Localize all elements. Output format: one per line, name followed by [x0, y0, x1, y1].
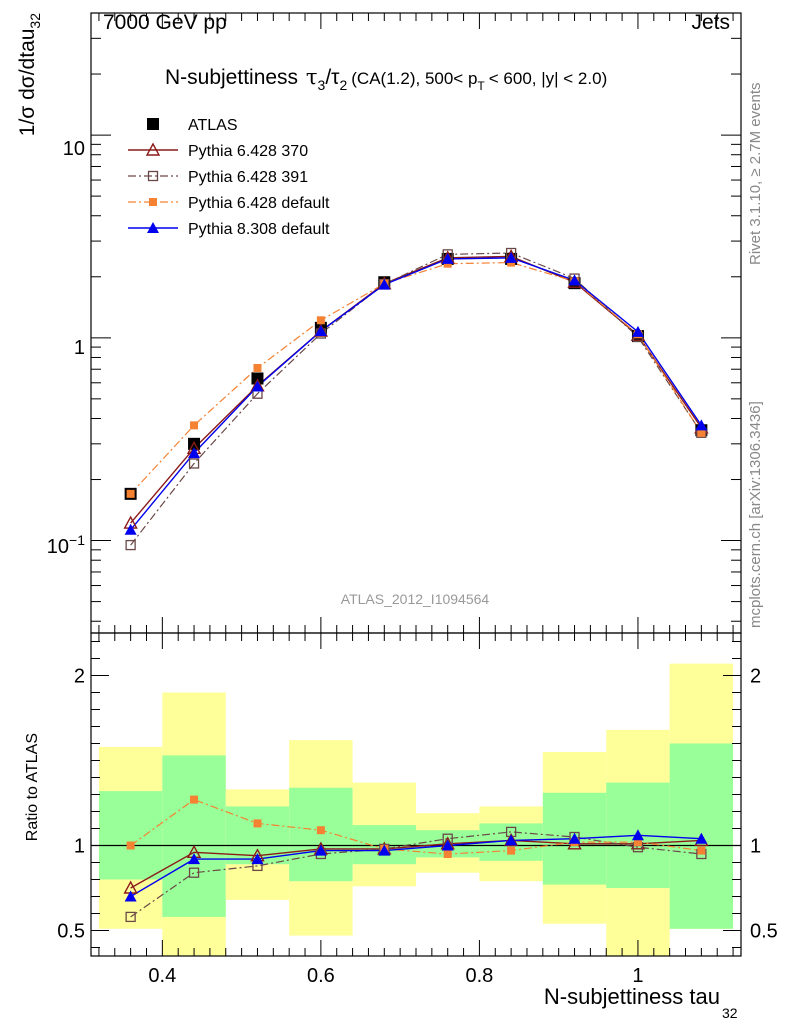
- p8def-marker: [695, 419, 708, 431]
- header-category: Jets: [691, 11, 730, 34]
- analysis-watermark: ATLAS_2012_I1094564: [341, 591, 490, 607]
- p391-marker: [125, 539, 136, 551]
- p8def-marker: [378, 278, 391, 290]
- main-y-axis-label: 1/σ dσ/dtau32: [16, 13, 43, 136]
- p6def-marker: [253, 819, 262, 828]
- p6def-marker: [633, 838, 642, 847]
- p8def-marker: [695, 832, 708, 844]
- p6def-marker: [253, 363, 262, 372]
- p6def-line: [130, 261, 702, 495]
- rivet-info: Rivet 3.1.10, ≥ 2.7M events: [747, 83, 764, 266]
- p8def-marker: [441, 839, 454, 851]
- legend-label-p8def: Pythia 8.308 default: [188, 221, 330, 238]
- p6def-marker: [697, 846, 706, 855]
- p8def-marker: [314, 844, 327, 856]
- p6def-line: [130, 798, 702, 855]
- p8def-marker: [505, 834, 518, 846]
- x-axis-label: N-subjettiness tau: [544, 984, 720, 1009]
- p8def-marker: [124, 890, 137, 902]
- band-inner-bin: [289, 787, 353, 882]
- uncertainty-bands: [98, 663, 734, 956]
- p6def-marker: [316, 316, 325, 325]
- y-tick-label-0p1: 10−1: [47, 532, 85, 558]
- x-tick-labels: 0.4 0.6 0.8 1: [148, 965, 643, 987]
- x-tick-label: 1: [632, 965, 643, 987]
- atlas-marker: [147, 118, 159, 130]
- band-inner-bin: [98, 791, 163, 880]
- p391-marker: [188, 458, 200, 469]
- main-plot-frame: [90, 12, 742, 634]
- legend: ATLAS Pythia 6.428 370 Pythia 6.428 391 Pyt…: [128, 117, 330, 238]
- p391-marker: [188, 867, 200, 878]
- axis-ticks: [91, 12, 741, 956]
- p391-marker: [125, 911, 136, 923]
- p8def-marker: [314, 325, 327, 337]
- p6def-marker: [149, 198, 157, 206]
- p8def-marker: [124, 523, 137, 535]
- p8def-marker: [631, 325, 644, 337]
- p8def-marker: [251, 380, 264, 392]
- p391-marker: [147, 170, 159, 182]
- mcplots-info: mcplots.cern.ch [arXiv:1306.3436]: [747, 401, 764, 628]
- ratio-y-tick-label: 1: [74, 836, 85, 858]
- p370-marker: [145, 142, 161, 156]
- p6def-marker: [316, 826, 325, 835]
- p8def-marker: [441, 252, 454, 264]
- p8def-line: [130, 257, 702, 531]
- p8def-line: [130, 834, 702, 898]
- y-tick-label-1: 1: [74, 337, 85, 359]
- plot-title: N-subjettiness τ3/τ2 (CA(1.2), 500< pT < 6…: [165, 65, 607, 93]
- p6def-marker: [190, 421, 199, 430]
- ratio-y-axis-label: Ratio to ATLAS: [24, 733, 41, 841]
- p8def-marker: [188, 853, 201, 865]
- legend-label-atlas: ATLAS: [188, 117, 238, 134]
- p6def-marker: [126, 489, 135, 498]
- p8def-marker: [568, 274, 581, 286]
- p6def-marker: [507, 846, 516, 855]
- p8def-marker: [378, 844, 391, 856]
- main-series: [123, 247, 709, 551]
- y-tick-label-10: 10: [63, 138, 85, 160]
- ratio-y-tick-label: 0.5: [57, 921, 85, 943]
- ratio-tick-labels: 0.5 0.5 1 1 2 2: [57, 666, 778, 943]
- band-inner-bin: [162, 755, 226, 917]
- p8def-marker: [631, 829, 644, 841]
- header-energy: 7000 GeV pp: [103, 11, 227, 34]
- x-tick-label: 0.4: [148, 965, 176, 987]
- legend-label-p391: Pythia 6.428 391: [188, 169, 308, 186]
- p391-line: [130, 252, 702, 546]
- p8def-marker: [251, 853, 264, 865]
- p8def-marker: [147, 222, 159, 233]
- x-axis-label-sub: 32: [722, 1005, 738, 1021]
- p8def-marker: [188, 447, 201, 459]
- legend-label-p370: Pythia 6.428 370: [188, 143, 308, 160]
- legend-label-p6def: Pythia 6.428 default: [188, 195, 330, 212]
- p6def-marker: [697, 428, 706, 437]
- ratio-series: [123, 795, 709, 923]
- ratio-y-tick-label: 2: [74, 666, 85, 688]
- p6def-marker: [190, 795, 199, 804]
- ratio-y-tick-label-right: 2: [750, 666, 761, 688]
- p6def-marker: [126, 841, 135, 850]
- p8def-marker: [568, 832, 581, 844]
- p370-line: [130, 255, 702, 524]
- ratio-y-tick-label-right: 1: [750, 836, 761, 858]
- p8def-marker: [505, 251, 518, 263]
- ratio-y-tick-label-right: 0.5: [750, 921, 778, 943]
- x-tick-label: 0.8: [466, 965, 494, 987]
- x-tick-label: 0.6: [307, 965, 335, 987]
- p370-line: [130, 839, 702, 889]
- p6def-marker: [443, 850, 452, 858]
